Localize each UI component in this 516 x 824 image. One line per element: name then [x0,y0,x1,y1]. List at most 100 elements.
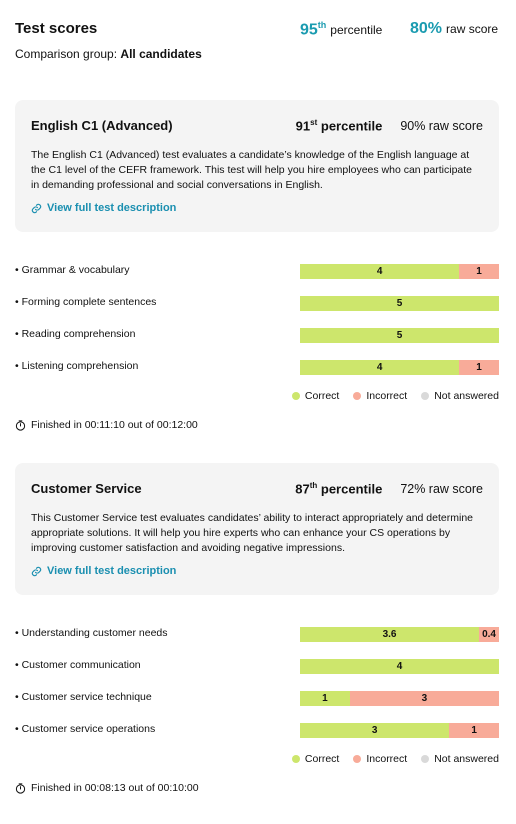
skill-label: • Listening comprehension [15,360,139,372]
bar-segment-incorrect: 1 [459,360,499,375]
description-link[interactable]: View full test description [31,202,176,214]
legend-label: Incorrect [366,753,408,765]
bar-segment-correct: 5 [300,328,499,343]
bar-segment-incorrect: 1 [449,723,499,738]
bar-label: 1 [471,725,477,736]
percentile-number: 91 [295,118,311,134]
bar-segment-correct: 3.6 [300,627,480,642]
percentile-suffix: th [309,481,318,490]
legend-item: Incorrect [353,390,407,402]
bar-label: 4 [396,661,403,672]
percentile-suffix: st [310,118,318,127]
test-name: English C1 (Advanced) [31,118,173,133]
legend-dot [421,392,430,400]
skill-label: • Understanding customer needs [15,627,168,639]
legend: Correct Incorrect Not answered [291,390,499,402]
comparison-value: All candidates [120,47,202,61]
legend-item: Incorrect [353,753,407,765]
link-text: View full test description [47,565,177,577]
skill-name: Customer service technique [21,691,152,703]
test-name: Customer Service [31,481,142,496]
raw-score-label: raw score [446,22,499,36]
skill-name: Listening comprehension [21,360,139,372]
skill-name: Forming complete sentences [21,296,157,308]
bar-label: 5 [396,298,403,309]
legend-item: Not answered [421,753,499,765]
description-link[interactable]: View full test description [31,565,176,577]
bar-label: 5 [396,330,403,341]
bar-label: 4 [376,266,383,277]
skill-name: Understanding customer needs [21,627,168,639]
bar-segment-incorrect: 0.4 [479,627,499,642]
bar-label: 0.4 [482,629,496,640]
finished-text: Finished in 00:08:13 out of 00:10:00 [31,782,199,794]
bar-label: 3 [371,725,378,736]
bar-segment-correct: 4 [300,659,499,674]
legend-dot [353,392,362,400]
test-percentile: 87th percentile [295,481,382,496]
test-description: The English C1 (Advanced) test evaluates… [31,149,473,191]
test-raw-score: 72% raw score [400,482,483,497]
percentile-value: 95th [300,20,326,39]
raw-score-value: 80% [410,20,443,37]
bar-segment-incorrect: 1 [459,264,499,279]
legend-item: Not answered [421,390,499,402]
link-icon [31,566,42,576]
test-raw-score: 90% raw score [400,119,483,134]
skill-label: • Grammar & vocabulary [15,264,130,276]
skill-name: Customer service operations [21,723,156,735]
skill-label: • Reading comprehension [15,328,136,340]
bar-segment-correct: 5 [300,296,499,311]
bar-segment-correct: 1 [300,691,350,706]
test-description: This Customer Service test evaluates can… [31,512,473,554]
legend-item: Correct [291,753,340,765]
skill-bar: 5 [300,328,499,343]
percentile-number: 87 [295,481,310,497]
bar-segment-correct: 4 [300,264,460,279]
clock-icon [15,782,26,794]
bar-label: 3.6 [382,629,397,640]
legend-dot [353,755,362,763]
skill-bar: 3.6 0.4 [300,627,499,642]
skill-name: Customer communication [21,659,141,671]
overall-raw-score: 80% raw score [410,20,498,38]
test-card: Customer Service 87th percentile 72% raw s… [15,463,499,595]
percentile-label: percentile [320,481,383,497]
skill-label: • Customer communication [15,659,141,671]
test-percentile: 91st percentile [296,118,383,133]
comparison-label: Comparison group: [15,47,118,61]
legend-label: Not answered [434,753,499,765]
bar-segment-correct: 4 [300,360,460,375]
skill-name: Reading comprehension [21,328,136,340]
legend-label: Incorrect [366,390,408,402]
link-icon [31,203,42,213]
legend-dot [291,392,300,400]
percentile-suffix: th [317,20,327,30]
clock-icon [15,419,26,431]
bar-segment-incorrect: 3 [349,691,499,706]
page-title: Test scores [15,20,98,37]
legend-item: Correct [291,390,339,402]
bar-segment-correct: 3 [300,723,450,738]
legend-dot [291,755,300,763]
test-scores: 87th percentile 72% raw score [295,481,483,496]
bar-label: 1 [476,266,482,277]
finished-text: Finished in 00:11:10 out of 00:12:00 [31,419,198,431]
test-card: English C1 (Advanced) 91st percentile 90% … [15,100,499,232]
percentile-label: percentile [330,23,383,38]
legend-label: Correct [304,753,340,765]
legend: Correct Incorrect Not answered [291,753,499,765]
link-text: View full test description [47,202,177,214]
skill-label: • Customer service technique [15,691,152,703]
legend-label: Not answered [434,390,499,402]
skill-bar: 5 [300,296,499,311]
bar-label: 1 [322,693,328,704]
bar-label: 3 [421,693,428,704]
skill-label: • Forming complete sentences [15,296,157,308]
test-scores: 91st percentile 90% raw score [296,118,483,133]
percentile-label: percentile [320,118,383,134]
